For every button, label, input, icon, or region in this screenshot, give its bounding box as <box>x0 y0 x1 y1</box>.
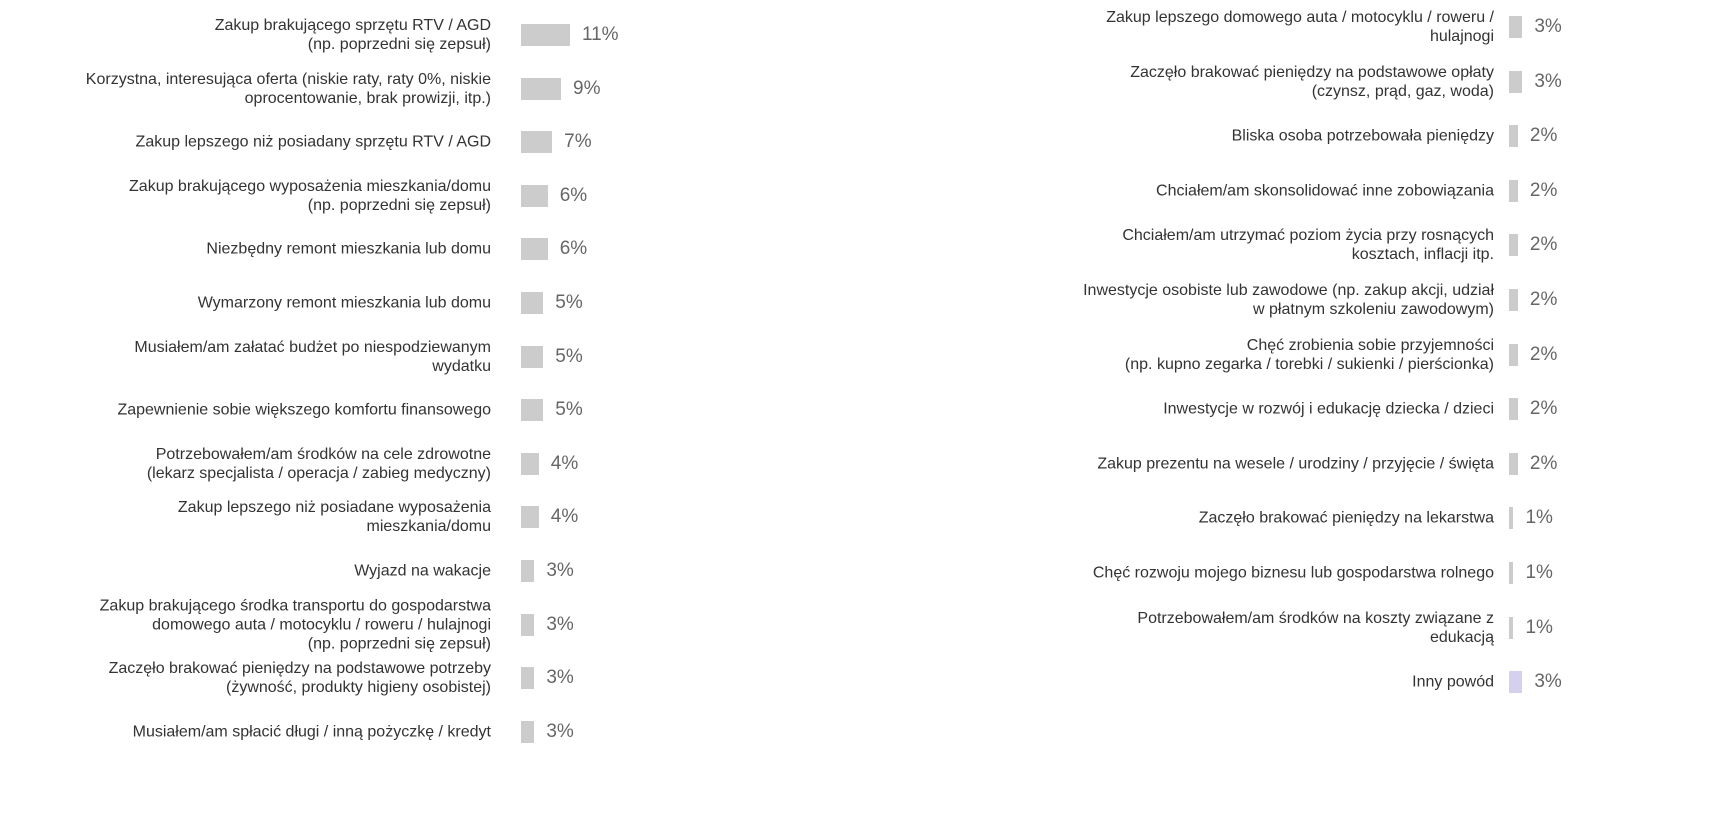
bar <box>1509 179 1518 202</box>
bar <box>1509 16 1523 38</box>
category-label: Zakup lepszego niż posiadany sprzętu RTV… <box>135 133 491 151</box>
value-label: 1% <box>1525 507 1553 529</box>
value-label: 3% <box>1534 16 1562 37</box>
bar <box>1509 452 1518 475</box>
value-label: 1% <box>1525 562 1553 583</box>
value-label: 6% <box>559 184 588 206</box>
bar <box>1509 671 1523 694</box>
bar <box>521 667 535 690</box>
value-label: 2% <box>1529 289 1558 310</box>
bar <box>1509 616 1514 639</box>
category-label: Inny powód <box>1412 673 1494 691</box>
bar <box>521 506 539 529</box>
category-label: Potrzebowałem/am środków na koszty związ… <box>1137 609 1494 646</box>
value-label: 6% <box>559 238 588 260</box>
value-label: 1% <box>1525 616 1553 638</box>
category-label: Chciałem/am utrzymać poziom życia przy r… <box>1122 227 1494 264</box>
category-label: Zakup lepszego domowego auta / motocyklu… <box>1106 9 1494 45</box>
bar <box>1509 398 1518 421</box>
category-label: Wymarzony remont mieszkania lub domu <box>197 294 491 312</box>
value-label: 2% <box>1529 452 1558 474</box>
category-label: Zakup brakującego sprzętu RTV / AGD (np.… <box>214 17 491 53</box>
category-label: Zaczęło brakować pieniędzy na podstawowe… <box>108 660 491 697</box>
bar <box>521 184 548 207</box>
category-label: Chęć rozwoju mojego biznesu lub gospodar… <box>1092 564 1494 582</box>
bar <box>521 77 562 100</box>
bar <box>521 345 544 368</box>
category-label: Inwestycje osobiste lub zawodowe (np. za… <box>1083 282 1494 318</box>
bar <box>521 720 535 743</box>
category-label: Chęć zrobienia sobie przyjemności (np. k… <box>1124 336 1494 373</box>
category-label: Korzystna, interesująca oferta (niskie r… <box>85 70 491 107</box>
category-label: Zakup lepszego niż posiadane wyposażenia… <box>177 499 491 536</box>
category-label: Zaczęło brakować pieniędzy na podstawowe… <box>1130 63 1494 100</box>
bar <box>521 238 548 261</box>
value-label: 2% <box>1529 398 1558 420</box>
value-label: 3% <box>1534 671 1562 693</box>
value-label: 5% <box>555 292 583 313</box>
bar <box>1509 343 1518 366</box>
bar <box>1509 70 1523 93</box>
value-label: 5% <box>555 345 583 367</box>
category-label: Niezbędny remont mieszkania lub domu <box>206 240 491 258</box>
category-label: Zakup brakującego środka transportu do g… <box>99 597 491 653</box>
bar <box>1509 562 1514 584</box>
category-label: Potrzebowałem/am środków na cele zdrowot… <box>146 445 491 482</box>
bar <box>521 613 535 636</box>
value-label: 3% <box>546 667 574 689</box>
value-label: 3% <box>1534 70 1562 92</box>
bar <box>1509 125 1518 148</box>
value-label: 3% <box>546 613 574 635</box>
bar <box>521 399 544 422</box>
category-label: Musiałem/am spłacić długi / inną pożyczk… <box>132 723 491 741</box>
bar <box>1509 507 1514 530</box>
value-label: 3% <box>546 720 574 742</box>
value-label: 9% <box>573 77 601 99</box>
category-label: Musiałem/am załatać budżet po niespodzie… <box>134 338 491 375</box>
value-label: 2% <box>1529 343 1558 365</box>
value-label: 2% <box>1529 234 1558 256</box>
bar <box>521 560 535 582</box>
category-label: Zakup brakującego wyposażenia mieszkania… <box>129 177 491 214</box>
value-label: 11% <box>581 24 619 45</box>
category-label: Wyjazd na wakacje <box>354 562 491 580</box>
bar <box>521 24 570 46</box>
value-label: 7% <box>564 131 592 153</box>
category-label: Bliska osoba potrzebowała pieniędzy <box>1231 127 1494 145</box>
value-label: 2% <box>1529 179 1558 201</box>
bar <box>1509 234 1518 257</box>
category-label: Inwestycje w rozwój i edukację dziecka /… <box>1163 400 1494 418</box>
bar <box>1509 289 1518 311</box>
bar <box>521 131 553 154</box>
category-label: Zakup prezentu na wesele / urodziny / pr… <box>1097 455 1494 473</box>
value-label: 5% <box>555 399 583 421</box>
bar <box>521 452 539 475</box>
category-label: Zapewnienie sobie większego komfortu fin… <box>117 401 491 419</box>
value-label: 2% <box>1529 125 1558 147</box>
value-label: 4% <box>550 452 579 474</box>
value-label: 4% <box>550 506 579 528</box>
category-label: Zaczęło brakować pieniędzy na lekarstwa <box>1198 509 1494 527</box>
value-label: 3% <box>546 560 574 581</box>
bar <box>521 292 544 314</box>
category-label: Chciałem/am skonsolidować inne zobowiąza… <box>1156 182 1494 200</box>
